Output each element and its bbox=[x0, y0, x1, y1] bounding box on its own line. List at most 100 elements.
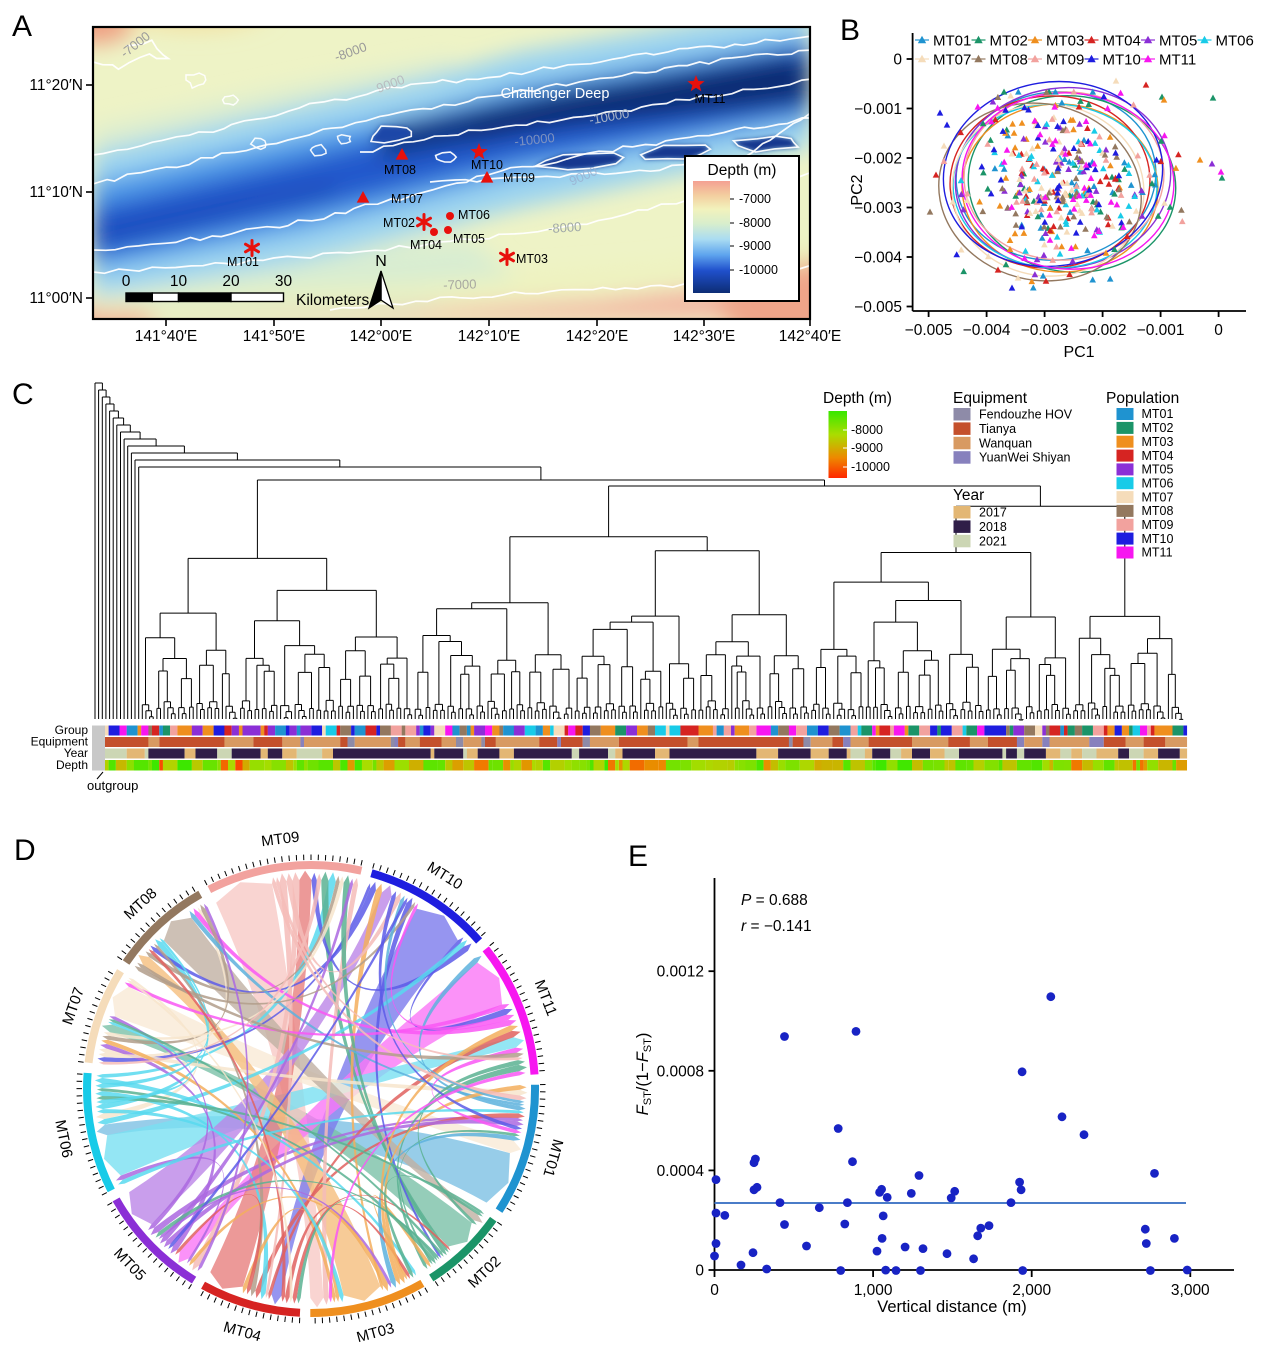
svg-text:2018: 2018 bbox=[979, 520, 1007, 534]
svg-text:1,000: 1,000 bbox=[854, 1282, 893, 1299]
svg-text:142°10′E: 142°10′E bbox=[458, 328, 521, 345]
svg-text:2,000: 2,000 bbox=[1012, 1282, 1051, 1299]
svg-text:MT07: MT07 bbox=[933, 52, 971, 69]
svg-text:10: 10 bbox=[170, 273, 188, 290]
svg-text:MT03: MT03 bbox=[1142, 435, 1174, 449]
svg-text:−0.004: −0.004 bbox=[963, 322, 1011, 339]
svg-text:MT10: MT10 bbox=[471, 158, 503, 172]
svg-text:Group: Group bbox=[55, 723, 89, 737]
svg-text:Wanquan: Wanquan bbox=[979, 436, 1032, 450]
svg-text:MT02: MT02 bbox=[383, 216, 415, 230]
svg-text:20: 20 bbox=[222, 273, 240, 290]
svg-text:MT11: MT11 bbox=[694, 92, 725, 106]
svg-text:2021: 2021 bbox=[979, 534, 1007, 548]
svg-text:0: 0 bbox=[695, 1263, 704, 1280]
svg-text:MT01: MT01 bbox=[1142, 407, 1174, 421]
svg-text:MT08: MT08 bbox=[990, 52, 1028, 69]
svg-text:Year: Year bbox=[953, 487, 984, 504]
svg-text:-9000: -9000 bbox=[739, 239, 771, 253]
svg-text:0: 0 bbox=[710, 1282, 719, 1299]
svg-text:11°20′N: 11°20′N bbox=[29, 77, 83, 94]
svg-text:Population: Population bbox=[1106, 390, 1179, 407]
svg-text:MT08: MT08 bbox=[121, 885, 161, 923]
svg-text:MT04: MT04 bbox=[221, 1319, 263, 1346]
svg-text:−0.002: −0.002 bbox=[854, 151, 902, 168]
svg-text:MT01: MT01 bbox=[539, 1137, 566, 1179]
svg-text:PC1: PC1 bbox=[1063, 344, 1094, 361]
svg-text:MT02: MT02 bbox=[465, 1253, 505, 1292]
svg-text:MT09: MT09 bbox=[260, 829, 300, 851]
svg-text:Equipment: Equipment bbox=[953, 390, 1028, 407]
svg-text:30: 30 bbox=[275, 273, 293, 290]
svg-text:Challenger Deep: Challenger Deep bbox=[501, 86, 610, 102]
svg-text:MT06: MT06 bbox=[1142, 476, 1174, 490]
svg-text:−0.004: −0.004 bbox=[854, 250, 902, 267]
svg-text:MT03: MT03 bbox=[1046, 33, 1084, 50]
svg-text:0.0012: 0.0012 bbox=[657, 964, 704, 981]
svg-text:MT11: MT11 bbox=[1159, 52, 1196, 69]
svg-text:MT02: MT02 bbox=[1142, 421, 1174, 435]
svg-text:-10000: -10000 bbox=[588, 106, 630, 128]
svg-text:142°30′E: 142°30′E bbox=[673, 328, 736, 345]
svg-text:MT11: MT11 bbox=[531, 978, 560, 1019]
svg-text:Fendouzhe HOV: Fendouzhe HOV bbox=[979, 408, 1073, 422]
svg-text:MT04: MT04 bbox=[1103, 33, 1141, 50]
svg-text:-7000: -7000 bbox=[443, 276, 477, 292]
svg-text:Year: Year bbox=[64, 746, 88, 760]
svg-text:-10000: -10000 bbox=[851, 460, 890, 474]
svg-text:Depth (m): Depth (m) bbox=[823, 390, 892, 407]
svg-text:−0.003: −0.003 bbox=[854, 200, 902, 217]
svg-text:FST/(1−FST): FST/(1−FST) bbox=[634, 1033, 654, 1116]
svg-text:0.0004: 0.0004 bbox=[657, 1163, 705, 1180]
svg-text:MT03: MT03 bbox=[355, 1320, 396, 1346]
svg-text:-9000: -9000 bbox=[851, 441, 883, 455]
svg-text:PC2: PC2 bbox=[849, 174, 866, 205]
svg-text:r = −0.141: r = −0.141 bbox=[741, 918, 812, 935]
svg-text:−0.005: −0.005 bbox=[854, 299, 902, 316]
svg-text:MT05: MT05 bbox=[1142, 463, 1174, 477]
svg-text:MT06: MT06 bbox=[458, 208, 490, 222]
svg-text:MT06: MT06 bbox=[1216, 33, 1254, 50]
svg-text:-8000: -8000 bbox=[851, 423, 883, 437]
svg-text:2017: 2017 bbox=[979, 506, 1007, 520]
svg-text:MT09: MT09 bbox=[1046, 52, 1084, 69]
svg-text:141°50′E: 141°50′E bbox=[243, 328, 306, 345]
svg-text:141°40′E: 141°40′E bbox=[135, 328, 198, 345]
svg-text:Tianya: Tianya bbox=[979, 422, 1016, 436]
svg-text:-7000: -7000 bbox=[739, 192, 771, 206]
svg-text:MT10: MT10 bbox=[424, 859, 466, 894]
svg-text:−0.005: −0.005 bbox=[905, 322, 953, 339]
svg-text:MT03: MT03 bbox=[516, 252, 548, 266]
svg-text:MT09: MT09 bbox=[503, 171, 535, 185]
svg-text:MT02: MT02 bbox=[990, 33, 1028, 50]
svg-text:0: 0 bbox=[893, 52, 902, 69]
svg-text:-10000: -10000 bbox=[514, 130, 556, 149]
svg-text:MT10: MT10 bbox=[1142, 532, 1174, 546]
svg-text:MT07: MT07 bbox=[59, 985, 88, 1027]
svg-text:MT07: MT07 bbox=[1142, 490, 1174, 504]
svg-text:−0.001: −0.001 bbox=[854, 101, 902, 118]
svg-text:142°40′E: 142°40′E bbox=[779, 328, 842, 345]
svg-text:MT05: MT05 bbox=[1159, 33, 1197, 50]
svg-text:MT06: MT06 bbox=[51, 1118, 75, 1159]
svg-text:-10000: -10000 bbox=[739, 263, 778, 277]
svg-text:MT05: MT05 bbox=[453, 232, 485, 246]
svg-text:MT08: MT08 bbox=[1142, 504, 1174, 518]
svg-text:Depth (m): Depth (m) bbox=[708, 162, 777, 179]
svg-text:0.0008: 0.0008 bbox=[657, 1063, 704, 1080]
svg-text:142°20′E: 142°20′E bbox=[566, 328, 629, 345]
svg-text:MT08: MT08 bbox=[384, 163, 416, 177]
svg-text:-8000: -8000 bbox=[739, 216, 771, 230]
svg-text:0: 0 bbox=[122, 273, 131, 290]
svg-text:N: N bbox=[375, 253, 387, 270]
svg-text:Vertical distance (m): Vertical distance (m) bbox=[877, 1298, 1026, 1316]
svg-text:-8000: -8000 bbox=[548, 219, 582, 236]
svg-text:MT01: MT01 bbox=[933, 33, 971, 50]
svg-text:−0.002: −0.002 bbox=[1079, 322, 1127, 339]
svg-text:MT07: MT07 bbox=[391, 192, 423, 206]
svg-text:YuanWei Shiyan: YuanWei Shiyan bbox=[979, 451, 1071, 465]
svg-text:MT04: MT04 bbox=[410, 238, 442, 252]
svg-text:P = 0.688: P = 0.688 bbox=[741, 892, 808, 909]
svg-text:MT01: MT01 bbox=[227, 255, 259, 269]
svg-text:11°00′N: 11°00′N bbox=[29, 290, 83, 307]
